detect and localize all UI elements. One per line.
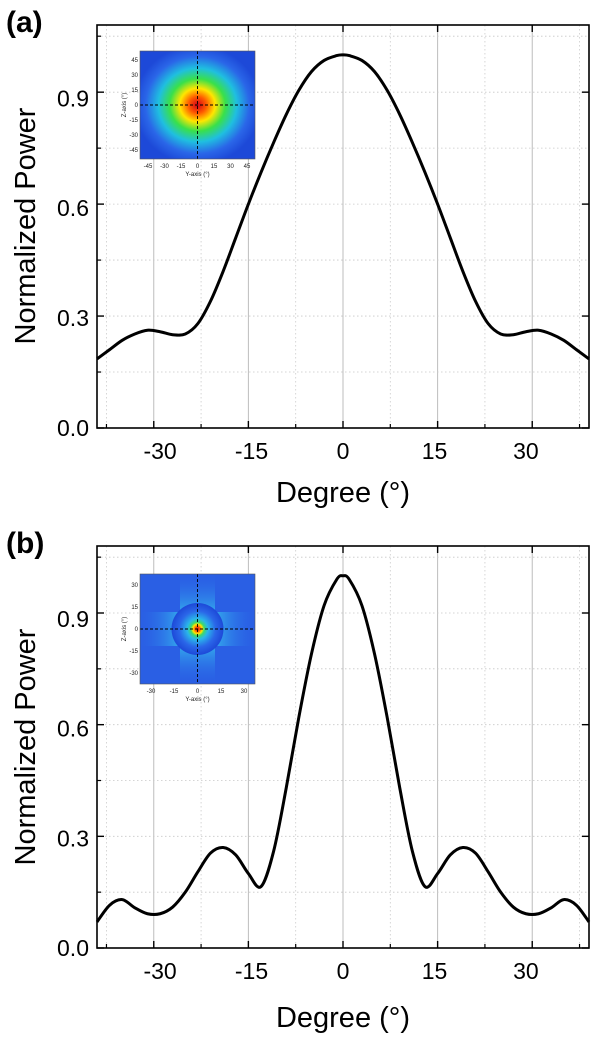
panel-a-x-tick-labels: -30 -15 0 15 30 xyxy=(143,438,538,464)
panel-a-inset-x-tick: 15 xyxy=(211,164,218,170)
panel-a-ticks xyxy=(97,25,589,429)
panel-b-x-axis-title: Degree (°) xyxy=(276,1002,410,1034)
panel-a-y-tick-label: 0.6 xyxy=(57,195,89,221)
panel-a-y-tick-label: 0.0 xyxy=(57,415,89,441)
panel-a-x-tick-label: 0 xyxy=(337,438,350,464)
panel-b-ticks xyxy=(97,546,589,949)
panel-a-label: (a) xyxy=(6,6,43,39)
panel-a-inset-y-tick: -15 xyxy=(129,118,138,124)
panel-b-inset-heatmap: -30 -15 0 15 30 Y-axis (°) 30 15 0 -15 -… xyxy=(122,573,256,703)
panel-a-inset-x-tick: 30 xyxy=(227,164,234,170)
panel-b-y-tick-label: 0.9 xyxy=(57,606,89,632)
panel-a-inset-y-tick: 30 xyxy=(131,73,138,79)
panel-a-y-tick-labels: 0.0 0.3 0.6 0.9 xyxy=(57,85,89,441)
panel-a-y-axis-title: Normalized Power xyxy=(10,107,42,344)
panel-b-inset-frame xyxy=(139,573,256,685)
panel-b-y-tick-labels: 0.0 0.3 0.6 0.9 xyxy=(57,606,89,961)
panel-b-inset-x-tick: 30 xyxy=(241,689,248,695)
panel-b-inset-y-tick: 0 xyxy=(135,627,139,633)
panel-a-inset-x-tick: 45 xyxy=(244,164,251,170)
panel-a-x-tick-label: -15 xyxy=(235,438,268,464)
panel-a-y-tick-label: 0.9 xyxy=(57,85,89,111)
panel-a-x-tick-label: 15 xyxy=(422,438,448,464)
panel-a-inset-x-tick: 0 xyxy=(196,164,200,170)
panel-a-series-line xyxy=(96,53,590,361)
panel-b-label: (b) xyxy=(6,527,44,560)
panel-b-inset-x-title: Y-axis (°) xyxy=(185,697,209,703)
panel-b-x-tick-labels: -30 -15 0 15 30 xyxy=(143,958,538,984)
panel-b: (b) -30 -15 0 15 30 0.0 0.3 0.6 0.9 Degr… xyxy=(6,527,591,1034)
panel-b-grid xyxy=(97,546,589,948)
panel-b-x-tick-label: 30 xyxy=(513,958,539,984)
panel-a-inset-x-title: Y-axis (°) xyxy=(185,172,209,178)
panel-a-inset-heatmap: -45 -30 -15 0 15 30 45 Y-axis (°) 45 30 … xyxy=(122,50,256,178)
panel-b-x-tick-label: 0 xyxy=(337,958,350,984)
panel-a-inset-frame xyxy=(139,50,256,160)
panel-b-inset-y-tick: -15 xyxy=(129,649,138,655)
panel-b-inset-y-tick: 15 xyxy=(131,605,138,611)
panel-a-inset-x-tick: -15 xyxy=(177,164,186,170)
panel-a-x-tick-label: 30 xyxy=(513,438,539,464)
panel-b-plot xyxy=(95,574,591,923)
panel-b-y-axis-title: Normalized Power xyxy=(10,628,42,865)
panel-b-series-line xyxy=(95,574,591,923)
panel-b-y-tick-label: 0.3 xyxy=(57,825,89,851)
panel-b-x-tick-label: 15 xyxy=(422,958,448,984)
panel-a-inset-y-tick: -30 xyxy=(129,133,138,139)
panel-a-inset-x-tick: -30 xyxy=(160,164,169,170)
panel-b-x-tick-label: -30 xyxy=(143,958,176,984)
panel-a: (a) -30 -15 0 15 30 0.0 0.3 0.6 0.9 Degr… xyxy=(6,6,590,509)
panel-b-inset-x-tick: -15 xyxy=(170,689,179,695)
panel-a-x-axis-title: Degree (°) xyxy=(276,477,410,509)
panel-a-plot xyxy=(96,53,590,361)
panel-b-inset-y-tick: -30 xyxy=(129,671,138,677)
panel-a-inset-y-tick: 15 xyxy=(131,88,138,94)
panel-a-y-tick-label: 0.3 xyxy=(57,305,89,331)
panel-b-inset-y-tick: 30 xyxy=(131,583,138,589)
panel-b-y-tick-label: 0.6 xyxy=(57,716,89,742)
panel-b-inset-y-title: Z-axis (°) xyxy=(122,617,128,641)
panel-b-inset-x-tick: -30 xyxy=(147,689,156,695)
panel-a-inset-y-tick: -45 xyxy=(129,148,138,154)
panel-a-inset-y-tick: 0 xyxy=(135,103,139,109)
panel-a-inset-y-title: Z-axis (°) xyxy=(122,93,128,117)
panel-b-inset-x-tick: 0 xyxy=(196,689,200,695)
panel-a-inset-x-tick: -45 xyxy=(144,164,153,170)
panel-b-y-tick-label: 0.0 xyxy=(57,935,89,961)
panel-b-inset-x-tick: 15 xyxy=(218,689,225,695)
panel-b-x-tick-label: -15 xyxy=(235,958,268,984)
panel-a-inset-y-tick: 45 xyxy=(131,58,138,64)
panel-a-x-tick-label: -30 xyxy=(143,438,176,464)
